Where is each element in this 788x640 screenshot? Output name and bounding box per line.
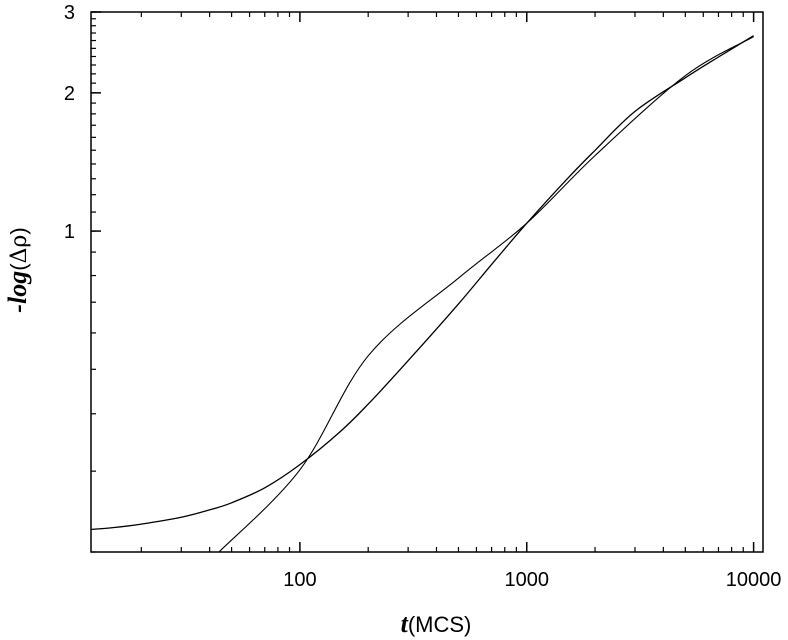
y-tick-label: 3 <box>64 2 75 24</box>
plot-area <box>90 11 764 553</box>
series-layer <box>90 35 754 553</box>
x-tick-label: 10000 <box>726 569 782 591</box>
major-ticks <box>91 11 755 552</box>
x-tick-label: 1000 <box>505 569 550 591</box>
y-axis-paren-close: ) <box>6 227 31 234</box>
y-tick-labels: 1 2 3 <box>64 2 75 243</box>
series-line-2 <box>218 36 754 553</box>
minor-ticks <box>91 11 744 553</box>
x-tick-labels: 100 1000 10000 <box>283 569 781 591</box>
y-axis-symbol: Δρ <box>7 235 32 264</box>
y-axis-title: -log(Δρ) <box>3 227 32 312</box>
y-tick-label: 2 <box>64 83 75 105</box>
x-axis-unit: (MCS) <box>408 612 472 637</box>
series-line-1 <box>90 35 754 531</box>
x-tick-label: 100 <box>283 569 316 591</box>
x-axis-var: t <box>401 609 409 638</box>
x-axis-title: t(MCS) <box>401 609 472 638</box>
y-tick-label: 1 <box>64 221 75 243</box>
y-axis-var: -log <box>3 271 32 313</box>
plot-frame <box>90 11 764 553</box>
y-axis-paren-open: ( <box>6 263 31 271</box>
